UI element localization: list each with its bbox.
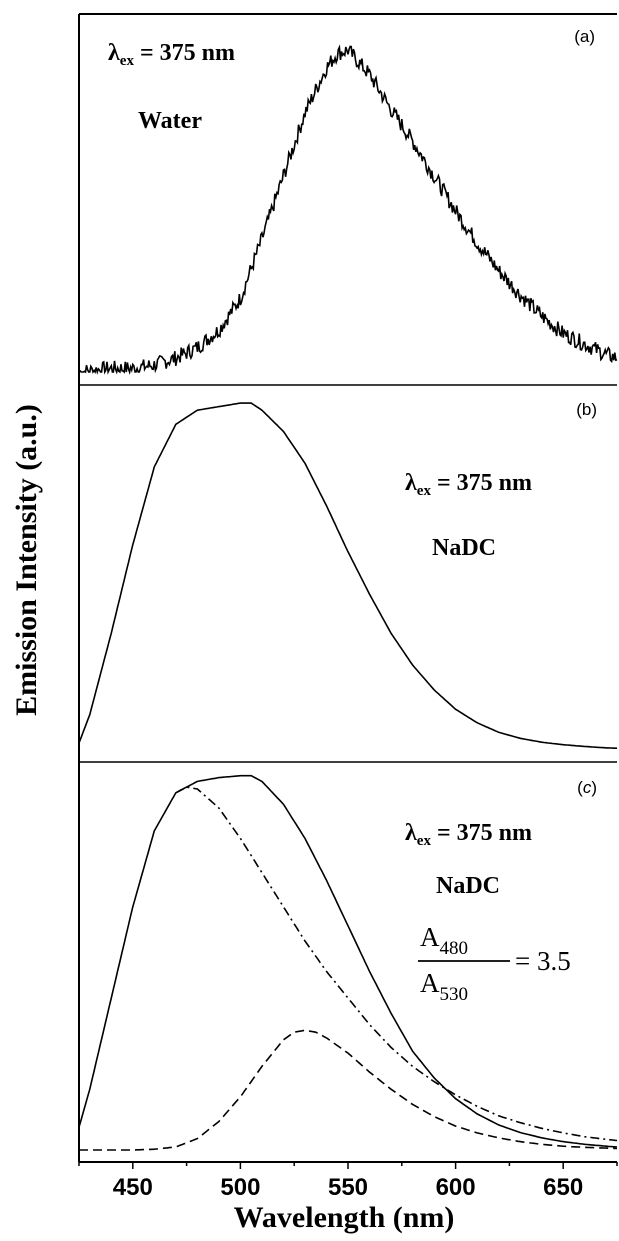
y-axis-label: Emission Intensity (a.u.) bbox=[10, 404, 43, 716]
panel-a-label: (a) bbox=[574, 27, 595, 46]
panel-b-solvent: NaDC bbox=[432, 535, 496, 561]
ratio-formula: A480 A530 = 3.5 bbox=[418, 922, 571, 1005]
x-tick-label: 550 bbox=[328, 1174, 368, 1201]
panel-b-excitation: λex = 375 nm bbox=[405, 470, 532, 499]
x-axis-label: Wavelength (nm) bbox=[234, 1201, 455, 1234]
series-line-c-1 bbox=[78, 774, 618, 1148]
x-tick-label: 450 bbox=[113, 1174, 153, 1201]
series-line-b-1 bbox=[78, 402, 617, 749]
panel-a-solvent: Water bbox=[138, 108, 202, 134]
panel-c-solvent: NaDC bbox=[436, 873, 500, 899]
curves-layer bbox=[78, 44, 618, 1151]
ratio-value: = 3.5 bbox=[515, 946, 571, 976]
x-tick-label: 500 bbox=[220, 1174, 260, 1201]
x-ticks: 450 500 550 600 650 bbox=[78, 1162, 618, 1201]
ratio-denominator: A530 bbox=[420, 968, 468, 1005]
ratio-numerator: A480 bbox=[420, 922, 468, 959]
panel-a-excitation: λex = 375 nm bbox=[108, 40, 235, 69]
series-line-c-3 bbox=[79, 1029, 618, 1151]
panel-frames bbox=[78, 13, 617, 1163]
panel-c-label: (c) bbox=[577, 778, 597, 797]
series-line-a-1 bbox=[78, 44, 618, 375]
panel-b-label: (b) bbox=[576, 400, 597, 419]
panel-c-excitation: λex = 375 nm bbox=[405, 820, 532, 849]
x-tick-label: 650 bbox=[543, 1174, 583, 1201]
x-tick-label: 600 bbox=[436, 1174, 476, 1201]
